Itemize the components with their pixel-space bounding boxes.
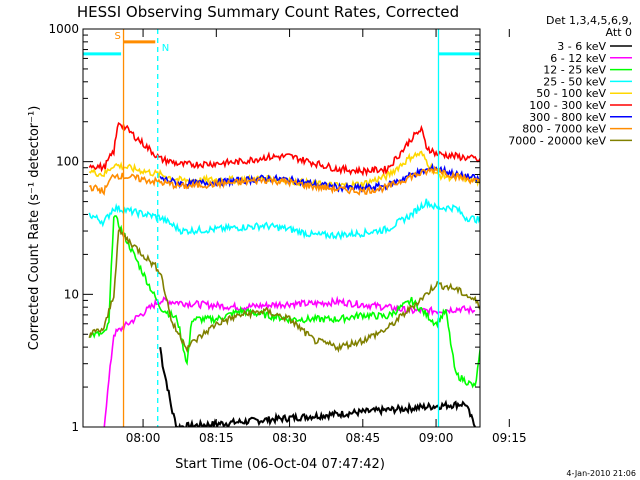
legend-label-5: 100 - 300 keV	[529, 99, 606, 112]
annotation-label-1: N	[162, 43, 169, 54]
legend-label-1: 6 - 12 keV	[550, 52, 606, 65]
y-axis: 1 10 100 1000	[48, 22, 480, 434]
legend-label-8: 7000 - 20000 keV	[508, 134, 606, 147]
y-axis-label: Corrected Count Rate (s⁻¹ detector⁻¹)	[27, 106, 42, 351]
x-tick-label-0: 08:00	[126, 431, 161, 445]
plot-area: SN	[83, 29, 480, 427]
series-line-0	[159, 347, 476, 427]
series-line-5	[88, 121, 480, 178]
y-tick-label-2: 100	[56, 155, 79, 169]
series-line-3	[88, 198, 480, 241]
chart-title: HESSI Observing Summary Count Rates, Cor…	[77, 3, 459, 21]
series-line-8	[88, 226, 480, 354]
legend-header-1: Att 0	[606, 26, 632, 39]
y-tick-label-1: 10	[64, 287, 79, 301]
x-tick-label-2: 08:30	[272, 431, 307, 445]
legend-header-0: Det 1,3,4,5,6,9,	[546, 14, 632, 27]
y-tick-label-0: 1	[71, 420, 79, 434]
legend-label-7: 800 - 7000 keV	[522, 123, 606, 136]
legend-label-0: 3 - 6 keV	[557, 40, 606, 53]
plot-frame	[82, 28, 481, 428]
legend-label-2: 12 - 25 keV	[543, 64, 606, 77]
x-tick-label-3: 08:45	[346, 431, 381, 445]
legend-label-6: 300 - 800 keV	[529, 111, 606, 124]
y-tick-label-3: 1000	[48, 22, 79, 36]
footer-timestamp: 4-Jan-2010 21:06	[566, 469, 636, 478]
x-axis: 08:00 08:15 08:30 08:45 09:00 09:15	[126, 29, 527, 445]
legend-label-4: 50 - 100 keV	[536, 87, 606, 100]
x-tick-label-4: 09:00	[419, 431, 454, 445]
series-line-2	[89, 215, 480, 389]
series-line-1	[103, 295, 476, 427]
legend-label-3: 25 - 50 keV	[543, 75, 606, 88]
x-axis-label: Start Time (06-Oct-04 07:47:42)	[175, 457, 385, 472]
annotation-label-0: S	[115, 31, 121, 42]
x-tick-label-1: 08:15	[199, 431, 234, 445]
x-tick-label-5: 09:15	[492, 431, 527, 445]
series-line-7	[89, 165, 480, 196]
